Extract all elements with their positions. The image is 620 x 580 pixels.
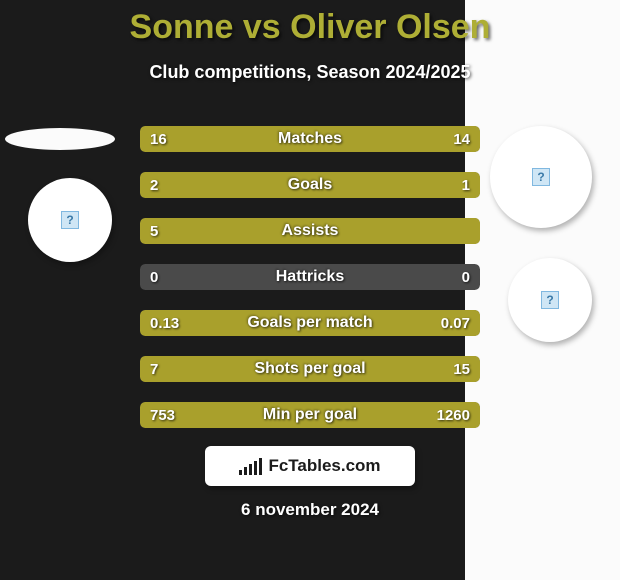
page-subtitle: Club competitions, Season 2024/2025 xyxy=(0,62,620,83)
stat-bar: 00Hattricks xyxy=(140,264,480,290)
stat-bar: 0.130.07Goals per match xyxy=(140,310,480,336)
stat-label: Hattricks xyxy=(140,264,480,290)
brand-logo-bar xyxy=(254,461,257,475)
stat-bar: 715Shots per goal xyxy=(140,356,480,382)
stat-bar: 7531260Min per goal xyxy=(140,402,480,428)
stat-bar: 1614Matches xyxy=(140,126,480,152)
background-light-oval xyxy=(5,128,115,150)
stat-label: Shots per goal xyxy=(140,356,480,382)
brand-logo-bar xyxy=(249,464,252,475)
brand-logo-bar xyxy=(244,467,247,475)
brand-box: FcTables.com xyxy=(205,446,415,486)
stat-label: Assists xyxy=(140,218,480,244)
brand-logo-icon xyxy=(239,458,262,475)
date-label: 6 november 2024 xyxy=(0,500,620,520)
stat-label: Min per goal xyxy=(140,402,480,428)
player-left-avatar: ? xyxy=(28,178,112,262)
placeholder-icon: ? xyxy=(61,211,79,229)
player-right-avatar: ? xyxy=(490,126,592,228)
stat-label: Goals per match xyxy=(140,310,480,336)
stat-label: Matches xyxy=(140,126,480,152)
stat-label: Goals xyxy=(140,172,480,198)
brand-logo-bar xyxy=(239,470,242,475)
club-right-avatar: ? xyxy=(508,258,592,342)
stats-bars: 1614Matches 21Goals 5Assists 00Hattricks 0.1… xyxy=(140,126,480,448)
stat-bar: 21Goals xyxy=(140,172,480,198)
placeholder-icon: ? xyxy=(532,168,550,186)
stat-bar: 5Assists xyxy=(140,218,480,244)
brand-logo-bar xyxy=(259,458,262,475)
placeholder-icon: ? xyxy=(541,291,559,309)
brand-text: FcTables.com xyxy=(268,456,380,476)
page-title: Sonne vs Oliver Olsen xyxy=(0,8,620,47)
